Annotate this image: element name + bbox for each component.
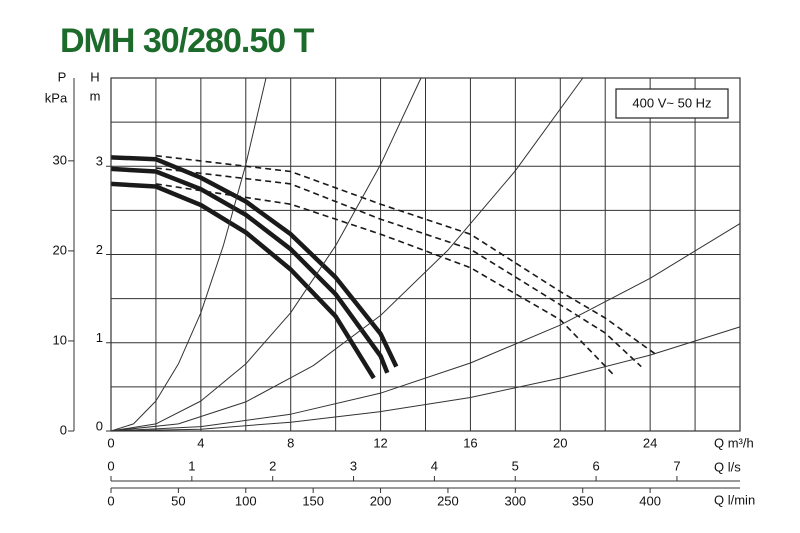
x2-tick-label: 1: [188, 458, 195, 473]
x3-tick-label: 50: [171, 493, 185, 508]
x3-tick-label: 300: [504, 493, 526, 508]
y-tick-label: 2: [96, 242, 103, 257]
solid-curve: [110, 166, 390, 374]
thin-curve: [110, 77, 422, 432]
x2-label: Q l/s: [714, 459, 741, 474]
y2-label: P: [58, 69, 67, 84]
dashed-curve: [155, 167, 642, 368]
x3-tick-label: 350: [572, 493, 594, 508]
thin-curve: [110, 326, 741, 432]
x2-tick-label: 2: [269, 458, 276, 473]
x3-tick-label: 150: [302, 493, 324, 508]
y-label: H: [90, 69, 99, 84]
thin-curve: [110, 77, 267, 432]
x2-tick-label: 5: [512, 458, 519, 473]
y-tick-label: 1: [96, 330, 103, 345]
x-tick-label: 20: [553, 435, 567, 450]
y2-tick-label: 0: [60, 422, 67, 437]
x-label: Q m³/h: [714, 435, 754, 450]
x-tick-label: 4: [197, 435, 204, 450]
x-tick-label: 24: [643, 435, 657, 450]
y-tick-label: 0: [96, 418, 103, 433]
x3-tick-label: 250: [437, 493, 459, 508]
x3-label: Q l/min: [714, 492, 755, 507]
x-tick-label: 8: [287, 435, 294, 450]
x-tick-label: 16: [463, 435, 477, 450]
y-tick-label: 3: [96, 154, 103, 169]
x2-tick-label: 3: [350, 458, 357, 473]
y2-tick-label: 10: [53, 332, 67, 347]
y2-tick-label: 30: [53, 152, 67, 167]
x3-tick-label: 400: [639, 493, 661, 508]
x2-tick-label: 6: [592, 458, 599, 473]
y2-tick-label: 20: [53, 242, 67, 257]
thin-curve: [110, 223, 741, 432]
solid-curve: [110, 155, 399, 368]
x3-tick-label: 200: [370, 493, 392, 508]
annotation-box: [615, 88, 729, 119]
dashed-curve: [155, 183, 615, 376]
x2-tick-label: 7: [673, 458, 680, 473]
y2-unit: kPa: [45, 90, 68, 105]
chart-title: DMH 30/280.50 T: [60, 22, 315, 60]
x-tick-label: 12: [373, 435, 387, 450]
x-tick-label: 0: [107, 435, 114, 450]
dashed-curve: [155, 154, 658, 356]
y-unit: m: [90, 88, 101, 103]
annotation: 400 V~ 50 Hz: [632, 95, 711, 110]
x2-tick-label: 4: [431, 458, 438, 473]
x3-tick-label: 100: [235, 493, 257, 508]
solid-curve: [110, 181, 376, 380]
x3-tick-label: 0: [107, 493, 114, 508]
thin-curve: [110, 77, 584, 432]
plot-border: [110, 77, 741, 432]
x2-tick-label: 0: [107, 458, 114, 473]
